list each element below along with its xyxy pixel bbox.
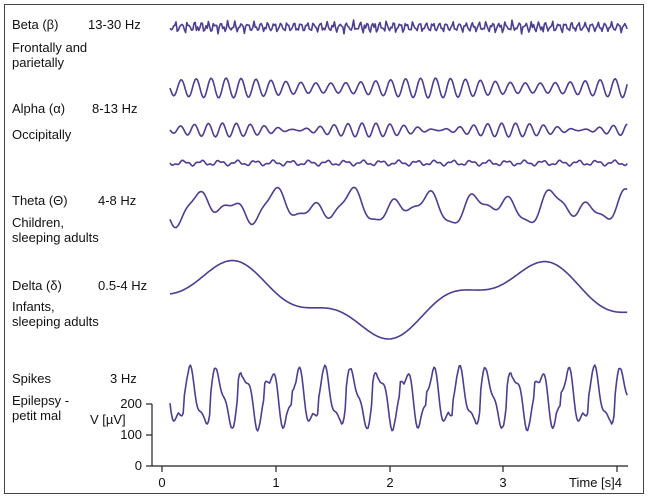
theta-location-line1: Children, xyxy=(12,215,65,230)
alpha-freq: 8-13 Hz xyxy=(92,101,138,116)
spikes-name: Spikes xyxy=(12,371,52,386)
beta-location-line2: parietally xyxy=(12,55,65,70)
spikes-freq: 3 Hz xyxy=(110,371,137,386)
y-tick-label: 0 xyxy=(135,458,142,473)
alpha-trace-3 xyxy=(169,159,628,167)
theta-freq: 4-8 Hz xyxy=(98,193,137,208)
x-tick-label: 1 xyxy=(272,475,279,490)
alpha-trace-2 xyxy=(169,122,628,138)
alpha-trace-1 xyxy=(169,77,628,99)
y-tick-label: 200 xyxy=(120,396,142,411)
beta-trace xyxy=(169,19,628,35)
delta-freq: 0.5-4 Hz xyxy=(98,278,148,293)
theta-name: Theta (Θ) xyxy=(12,193,68,208)
spikes-location-line2: petit mal xyxy=(12,408,62,423)
theta-location-line2: sleeping adults xyxy=(12,230,99,245)
x-tick-label: 3 xyxy=(499,475,506,490)
y-axis-label: V [µV] xyxy=(90,412,126,427)
alpha-name: Alpha (α) xyxy=(12,101,66,116)
x-tick-label: 0 xyxy=(158,475,165,490)
x-tick-label: 2 xyxy=(386,475,393,490)
delta-trace xyxy=(169,259,628,340)
spikes-location-line1: Epilepsy - xyxy=(12,393,70,408)
spikes-trace xyxy=(169,364,628,432)
delta-name: Delta (δ) xyxy=(12,278,62,293)
y-tick-label: 100 xyxy=(120,427,142,442)
x-axis-label: Time [s]4 xyxy=(569,475,622,490)
theta-trace xyxy=(169,186,628,229)
delta-location-line2: sleeping adults xyxy=(12,314,99,329)
beta-freq: 13-30 Hz xyxy=(88,17,141,32)
delta-location-line1: Infants, xyxy=(12,299,55,314)
beta-name: Beta (β) xyxy=(12,17,59,32)
alpha-location-line1: Occipitally xyxy=(12,127,72,142)
beta-location-line1: Frontally and xyxy=(12,40,88,55)
